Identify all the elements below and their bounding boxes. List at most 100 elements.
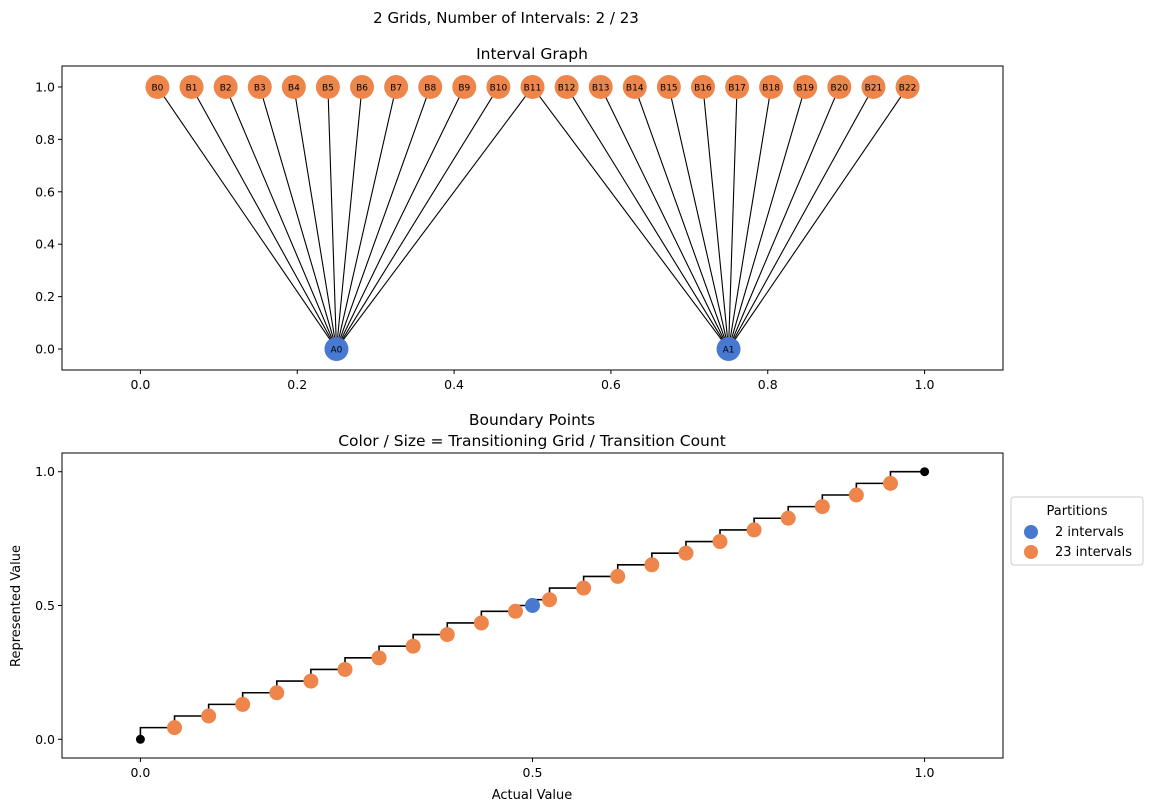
node-A0 <box>324 337 349 362</box>
edge-A0-B4 <box>293 86 338 350</box>
node-B1 <box>179 74 204 99</box>
point-23-intervals-18 <box>780 510 796 526</box>
interval-graph-frame <box>61 65 1004 371</box>
node-label-B22: B22 <box>899 83 917 93</box>
node-B14 <box>622 74 647 99</box>
legend-label-2-intervals: 2 intervals <box>1055 525 1124 540</box>
edge-A0-B9 <box>335 86 465 350</box>
y-tick-label-0.0: 0.0 <box>35 732 55 747</box>
point-23-intervals-7 <box>405 638 421 654</box>
edge-A0-B0 <box>156 86 337 350</box>
node-label-B20: B20 <box>831 83 849 93</box>
node-label-B11: B11 <box>524 83 542 93</box>
point-23-intervals-12 <box>576 580 592 596</box>
y-tick-label-0.0: 0.0 <box>35 342 55 357</box>
x-tick-label-1.0: 1.0 <box>915 765 935 780</box>
x-axis-label: Actual Value <box>492 788 573 803</box>
node-B5 <box>315 74 340 99</box>
x-tick-label-0.8: 0.8 <box>758 377 778 392</box>
graph-nodes: B0 B1 B2 B3 B4 B5 B6 B7 B8 B9 B10 B11 B12 B13 B14 B15 B1… <box>145 74 920 362</box>
y-tick-label-0.5: 0.5 <box>35 598 55 613</box>
node-B16 <box>690 74 715 99</box>
y-tick-label-0.8: 0.8 <box>35 132 55 147</box>
node-B10 <box>486 74 511 99</box>
point-23-intervals-0 <box>167 720 183 736</box>
edge-A0-B11 <box>336 86 533 350</box>
point-23-intervals-9 <box>473 615 489 631</box>
edge-A1-B11 <box>532 86 729 350</box>
edge-A1-B18 <box>727 86 772 350</box>
boundary-points-panel: Boundary Points Color / Size = Transitio… <box>9 411 1144 803</box>
node-label-B3: B3 <box>254 83 266 93</box>
point-23-intervals-19 <box>814 499 830 515</box>
endpoint-0 <box>135 734 145 744</box>
node-label-B0: B0 <box>151 83 163 93</box>
node-B0 <box>145 74 170 99</box>
boundary-points-title: Boundary Points <box>469 411 595 429</box>
x-tick-label-0.0: 0.0 <box>130 765 150 780</box>
node-B15 <box>656 74 681 99</box>
edge-A1-B12 <box>566 86 730 350</box>
edge-A1-B21 <box>728 86 874 350</box>
point-23-intervals-3 <box>269 685 285 701</box>
edge-A1-B17 <box>727 86 738 350</box>
node-B4 <box>281 74 306 99</box>
edge-A1-B14 <box>634 86 730 350</box>
point-23-intervals-8 <box>439 627 455 643</box>
x-tick-label-0.6: 0.6 <box>601 377 621 392</box>
node-B18 <box>759 74 784 99</box>
edge-A0-B5 <box>327 86 338 350</box>
node-label-B7: B7 <box>390 83 402 93</box>
edge-A1-B22 <box>728 86 909 350</box>
edge-A1-B15 <box>668 86 730 350</box>
node-label-B17: B17 <box>728 83 746 93</box>
y-tick-label-0.2: 0.2 <box>35 289 55 304</box>
node-label-B2: B2 <box>220 83 232 93</box>
node-B8 <box>418 74 443 99</box>
node-B12 <box>554 74 579 99</box>
edge-A1-B20 <box>728 86 840 350</box>
node-label-B15: B15 <box>660 83 678 93</box>
point-23-intervals-6 <box>371 650 387 666</box>
boundary-points-x-ticks: 0.0 0.5 1.0 <box>130 758 935 780</box>
node-label-B4: B4 <box>288 83 300 93</box>
endpoint-1 <box>920 467 930 477</box>
y-tick-label-0.4: 0.4 <box>35 237 55 252</box>
node-label-A1: A1 <box>723 346 735 356</box>
node-B19 <box>793 74 818 99</box>
node-B6 <box>350 74 375 99</box>
figure-title: 2 Grids, Number of Intervals: 2 / 23 <box>373 9 639 27</box>
point-23-intervals-20 <box>848 487 864 503</box>
node-A1 <box>716 337 741 362</box>
point-23-intervals-4 <box>303 673 319 689</box>
point-23-intervals-21 <box>882 475 898 491</box>
edge-A0-B3 <box>259 86 337 350</box>
legend: Partitions 2 intervals 23 intervals <box>1010 496 1144 566</box>
edge-A1-B19 <box>728 86 806 350</box>
node-B2 <box>213 74 238 99</box>
node-B9 <box>452 74 477 99</box>
node-B11 <box>520 74 545 99</box>
node-B21 <box>861 74 886 99</box>
point-23-intervals-10 <box>507 603 523 619</box>
node-label-B12: B12 <box>558 83 576 93</box>
edge-A1-B16 <box>702 86 730 350</box>
legend-marker-2-intervals <box>1024 525 1038 539</box>
legend-marker-23-intervals <box>1024 545 1038 559</box>
node-label-B5: B5 <box>322 83 334 93</box>
node-label-B8: B8 <box>424 83 436 93</box>
edge-A0-B2 <box>225 86 337 350</box>
legend-label-23-intervals: 23 intervals <box>1055 545 1132 560</box>
boundary-points-subtitle: Color / Size = Transitioning Grid / Tran… <box>338 432 726 450</box>
graph-edges <box>156 86 909 350</box>
node-label-B16: B16 <box>694 83 712 93</box>
interval-graph-y-ticks: 0.0 0.2 0.4 0.6 0.8 1.0 <box>35 79 62 357</box>
node-label-B18: B18 <box>762 83 780 93</box>
interval-graph-title: Interval Graph <box>476 45 588 63</box>
point-23-intervals-17 <box>746 522 762 538</box>
point-23-intervals-1 <box>201 708 217 724</box>
node-label-B10: B10 <box>490 83 508 93</box>
edge-A0-B8 <box>335 86 431 350</box>
edge-A0-B1 <box>191 86 337 350</box>
